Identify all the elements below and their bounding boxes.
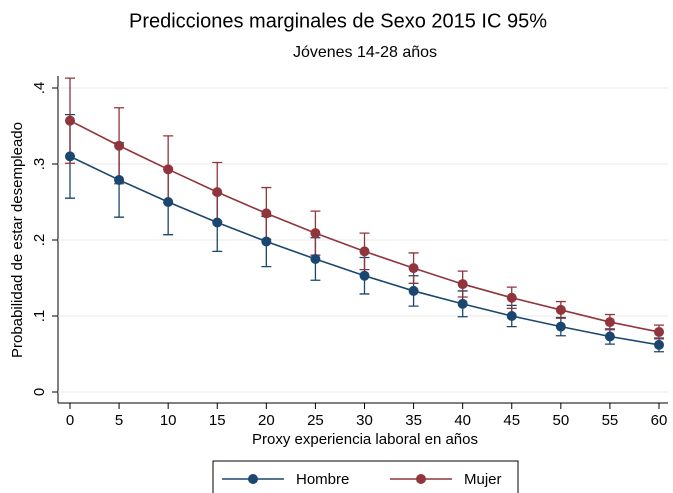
x-tick-label: 20 bbox=[258, 412, 275, 429]
point bbox=[408, 263, 419, 274]
point bbox=[506, 311, 517, 321]
point bbox=[654, 326, 664, 337]
point bbox=[359, 246, 370, 257]
point bbox=[654, 339, 664, 350]
legend-label: Mujer bbox=[464, 471, 502, 488]
point bbox=[555, 304, 566, 315]
point bbox=[114, 140, 125, 151]
point bbox=[212, 187, 223, 198]
point bbox=[457, 279, 468, 290]
y-tick-label: .1 bbox=[31, 310, 48, 323]
point bbox=[604, 317, 615, 328]
x-tick-label: 40 bbox=[454, 412, 471, 429]
point bbox=[261, 208, 272, 219]
x-axis-title: Proxy experiencia laboral en años bbox=[252, 431, 478, 448]
x-tick-label: 15 bbox=[209, 412, 226, 429]
point bbox=[457, 298, 468, 309]
x-tick-label: 30 bbox=[356, 412, 373, 429]
point bbox=[555, 321, 566, 332]
y-tick-label: 0 bbox=[31, 388, 48, 396]
point bbox=[359, 270, 370, 281]
chart-title: Predicciones marginales de Sexo 2015 IC … bbox=[129, 10, 547, 32]
point bbox=[506, 292, 517, 303]
chart-subtitle: Jóvenes 14-28 años bbox=[293, 44, 437, 61]
point bbox=[261, 236, 272, 247]
legend-label: Hombre bbox=[296, 471, 349, 488]
point bbox=[163, 164, 174, 175]
x-tick-label: 0 bbox=[66, 412, 74, 429]
point bbox=[408, 285, 419, 296]
y-tick-label: .3 bbox=[31, 158, 48, 171]
point bbox=[65, 115, 75, 126]
x-tick-label: 50 bbox=[552, 412, 569, 429]
point bbox=[310, 254, 321, 264]
x-tick-label: 25 bbox=[307, 412, 324, 429]
y-tick-label: .4 bbox=[31, 82, 48, 95]
y-tick-label: .2 bbox=[31, 234, 48, 247]
point bbox=[212, 217, 223, 228]
point bbox=[604, 331, 615, 342]
y-axis-title: Probabilidad de estar desempleado bbox=[9, 122, 26, 358]
point bbox=[310, 228, 321, 239]
legend-marker bbox=[416, 474, 426, 484]
x-tick-label: 45 bbox=[503, 412, 520, 429]
point bbox=[163, 197, 174, 207]
point bbox=[65, 151, 75, 162]
legend-marker bbox=[248, 474, 258, 484]
x-tick-label: 10 bbox=[160, 412, 177, 429]
x-tick-label: 60 bbox=[651, 412, 668, 429]
x-tick-label: 5 bbox=[115, 412, 123, 429]
x-tick-label: 55 bbox=[602, 412, 619, 429]
legend-box bbox=[212, 460, 519, 493]
point bbox=[114, 174, 125, 185]
x-tick-label: 35 bbox=[405, 412, 422, 429]
